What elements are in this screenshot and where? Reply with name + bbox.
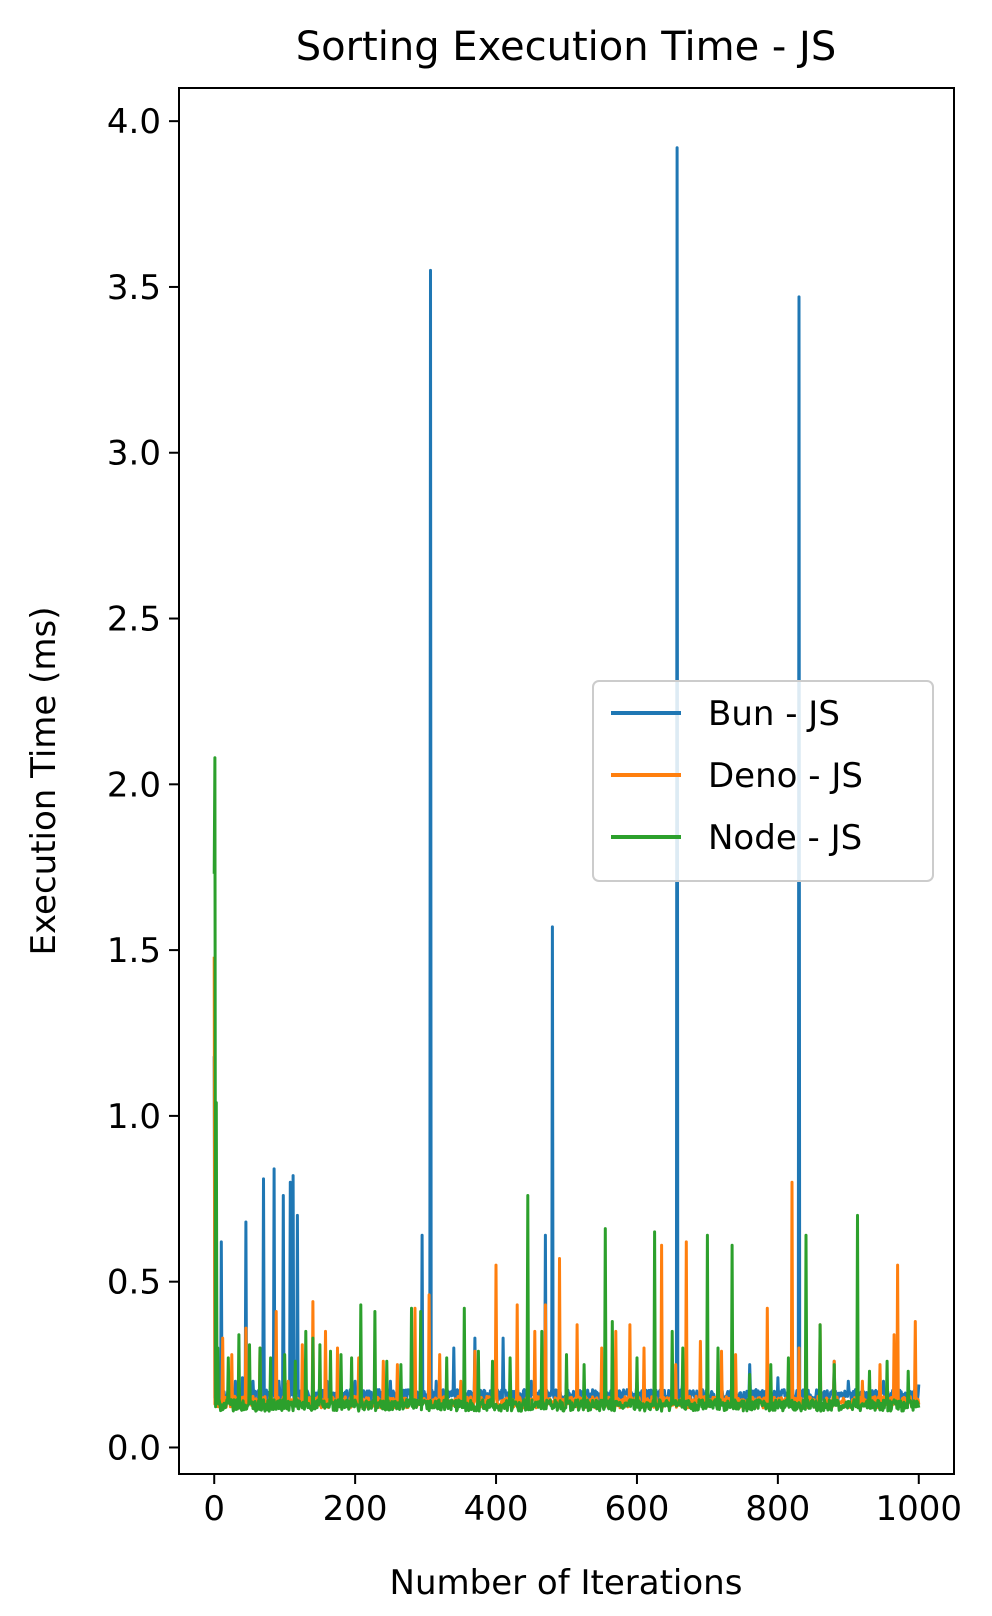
x-tick-label: 200: [323, 1489, 388, 1529]
x-axis-ticks: 0 200 400 600 800 1000: [203, 1474, 962, 1529]
y-tick-label: 0.0: [107, 1428, 161, 1468]
series-line-2: [212, 956, 921, 1410]
legend: Bun - JS Deno - JS Node - JS: [592, 680, 934, 882]
y-axis-ticks: 0.0 0.5 1.0 1.5 2.0 2.5 3.0 3.5 4.0: [107, 102, 179, 1468]
x-tick-label: 800: [745, 1489, 810, 1529]
series-line-3: [212, 756, 921, 1413]
chart-title: Sorting Execution Time - JS: [296, 24, 837, 70]
plot-lines: [212, 146, 921, 1413]
legend-box: [592, 680, 934, 882]
y-axis-label: Execution Time (ms): [24, 606, 64, 955]
y-tick-label: 3.5: [107, 268, 161, 308]
x-tick-label: 400: [464, 1489, 529, 1529]
legend-label-1: Bun - JS: [708, 694, 840, 734]
y-tick-label: 3.0: [107, 434, 161, 474]
plot-frame: [178, 87, 955, 1475]
y-tick-label: 2.0: [107, 765, 161, 805]
x-tick-label: 0: [203, 1489, 225, 1529]
y-tick-label: 1.5: [107, 931, 161, 971]
y-tick-label: 1.0: [107, 1097, 161, 1137]
legend-label-3: Node - JS: [708, 818, 862, 858]
x-axis-label: Number of Iterations: [390, 1563, 743, 1603]
x-tick-label: 600: [605, 1489, 670, 1529]
y-tick-label: 2.5: [107, 600, 161, 640]
y-tick-label: 0.5: [107, 1263, 161, 1303]
legend-label-2: Deno - JS: [708, 756, 863, 796]
y-tick-label: 4.0: [107, 102, 161, 142]
x-tick-label: 1000: [876, 1489, 963, 1529]
